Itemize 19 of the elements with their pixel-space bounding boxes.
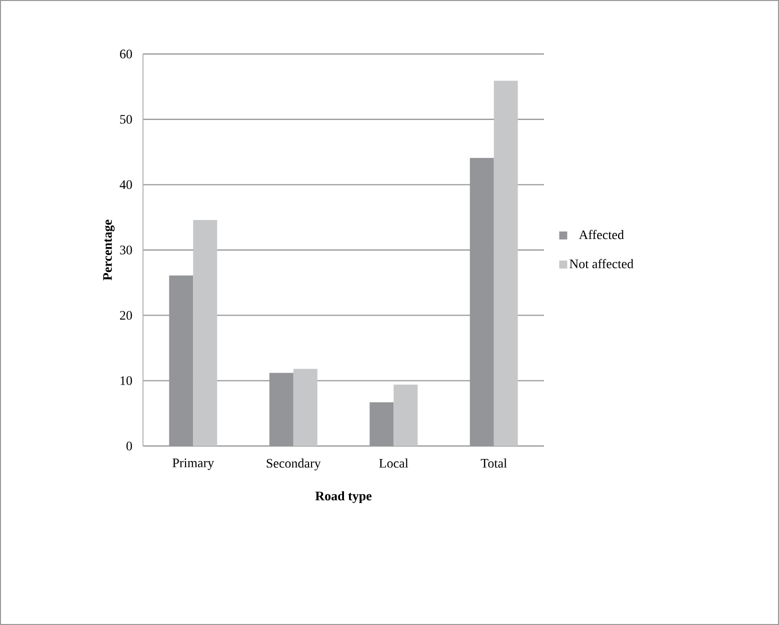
- y-axis-title: Percentage: [103, 220, 115, 280]
- y-tick-label: 10: [120, 376, 132, 386]
- x-tick-label: Total: [480, 458, 507, 468]
- bar: [394, 384, 418, 446]
- y-tick-label: 0: [126, 442, 132, 450]
- y-tick-label: 30: [120, 246, 132, 254]
- legend-label: Not affected: [570, 259, 634, 268]
- x-axis-title: Road type: [315, 491, 372, 504]
- y-tick-label: 50: [120, 114, 132, 124]
- x-tick-label: Primary: [172, 458, 214, 470]
- bar: [193, 220, 218, 446]
- bar: [494, 80, 518, 446]
- x-tick-label: Secondary: [266, 458, 321, 470]
- bar: [293, 368, 318, 446]
- y-tick-label: 60: [120, 50, 132, 58]
- legend-label: Affected: [578, 230, 624, 240]
- y-tick-label: 20: [120, 310, 132, 320]
- y-tick-label: 40: [120, 180, 132, 190]
- x-tick-label: Local: [379, 458, 408, 468]
